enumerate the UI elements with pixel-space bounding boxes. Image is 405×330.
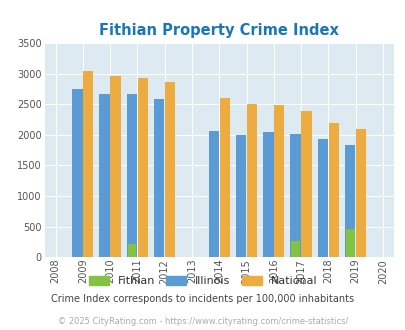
Bar — [246, 104, 256, 257]
Bar — [301, 111, 311, 257]
Bar — [355, 129, 365, 257]
Bar — [110, 76, 120, 257]
Bar — [328, 122, 338, 257]
Bar — [99, 94, 110, 257]
Bar — [208, 131, 218, 257]
Text: © 2025 CityRating.com - https://www.cityrating.com/crime-statistics/: © 2025 CityRating.com - https://www.city… — [58, 317, 347, 326]
Bar — [235, 135, 246, 257]
Bar — [273, 105, 284, 257]
Bar — [137, 79, 148, 257]
Bar — [127, 244, 136, 257]
Bar — [262, 132, 273, 257]
Bar — [72, 89, 82, 257]
Bar — [317, 139, 327, 257]
Bar — [164, 82, 175, 257]
Bar — [345, 229, 354, 257]
Bar — [126, 94, 137, 257]
Bar — [344, 145, 354, 257]
Legend: Fithian, Illinois, National: Fithian, Illinois, National — [84, 271, 321, 290]
Title: Fithian Property Crime Index: Fithian Property Crime Index — [99, 22, 338, 38]
Bar — [290, 242, 299, 257]
Text: Crime Index corresponds to incidents per 100,000 inhabitants: Crime Index corresponds to incidents per… — [51, 294, 354, 304]
Bar — [83, 71, 93, 257]
Bar — [153, 99, 164, 257]
Bar — [290, 134, 300, 257]
Bar — [219, 98, 229, 257]
